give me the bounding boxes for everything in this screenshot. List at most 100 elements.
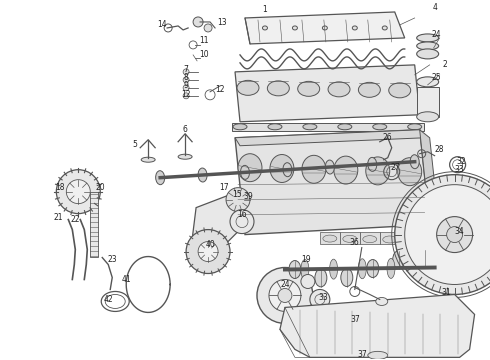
Ellipse shape: [237, 80, 259, 95]
Ellipse shape: [382, 26, 387, 30]
Text: 4: 4: [432, 4, 437, 13]
Text: 40: 40: [205, 240, 215, 249]
Text: 39: 39: [243, 192, 253, 201]
Ellipse shape: [416, 258, 424, 278]
Ellipse shape: [334, 156, 358, 184]
Polygon shape: [280, 294, 475, 357]
Text: 27: 27: [391, 163, 400, 172]
Ellipse shape: [198, 168, 207, 182]
Ellipse shape: [368, 157, 377, 171]
Ellipse shape: [368, 351, 388, 359]
Circle shape: [310, 289, 330, 310]
Ellipse shape: [263, 26, 268, 30]
Circle shape: [257, 267, 313, 323]
Text: 33: 33: [318, 293, 328, 302]
Text: 13: 13: [217, 18, 227, 27]
Ellipse shape: [322, 26, 327, 30]
Ellipse shape: [330, 259, 338, 279]
Circle shape: [395, 175, 490, 294]
Text: 21: 21: [53, 213, 63, 222]
Text: 33: 33: [455, 165, 465, 174]
Text: 6: 6: [183, 125, 188, 134]
Polygon shape: [235, 130, 430, 235]
Ellipse shape: [233, 124, 247, 130]
Ellipse shape: [408, 124, 422, 130]
Text: 24: 24: [280, 280, 290, 289]
Text: 11: 11: [199, 36, 209, 45]
Bar: [416, 87, 439, 117]
Text: 42: 42: [103, 295, 113, 304]
Circle shape: [193, 17, 203, 27]
Text: 5: 5: [133, 140, 138, 149]
Bar: [419, 233, 440, 245]
Ellipse shape: [301, 260, 309, 279]
Ellipse shape: [268, 124, 282, 130]
Ellipse shape: [416, 77, 439, 87]
Text: 15: 15: [232, 190, 242, 199]
Text: 14: 14: [157, 21, 167, 30]
Circle shape: [186, 230, 230, 274]
Text: 10: 10: [199, 50, 209, 59]
Bar: [320, 231, 340, 244]
Polygon shape: [419, 130, 440, 230]
Ellipse shape: [392, 251, 405, 269]
Circle shape: [183, 77, 189, 83]
Circle shape: [437, 217, 472, 253]
FancyBboxPatch shape: [90, 192, 98, 257]
Polygon shape: [235, 65, 419, 122]
Polygon shape: [192, 195, 245, 249]
Ellipse shape: [383, 236, 397, 243]
Text: 22: 22: [71, 215, 80, 224]
Ellipse shape: [328, 82, 350, 97]
Polygon shape: [235, 130, 425, 146]
Text: 25: 25: [432, 73, 441, 82]
Bar: [400, 233, 419, 245]
Text: 37: 37: [357, 350, 367, 359]
Ellipse shape: [416, 112, 439, 122]
Text: 7: 7: [184, 66, 189, 75]
Ellipse shape: [416, 42, 439, 50]
Ellipse shape: [358, 82, 380, 97]
Ellipse shape: [366, 157, 390, 185]
Ellipse shape: [238, 154, 262, 182]
Text: 8: 8: [184, 73, 189, 82]
Ellipse shape: [416, 34, 439, 42]
Ellipse shape: [338, 124, 352, 130]
Circle shape: [226, 188, 250, 212]
Polygon shape: [245, 12, 405, 44]
Circle shape: [183, 69, 189, 75]
Circle shape: [405, 185, 490, 284]
Ellipse shape: [341, 269, 353, 287]
Circle shape: [56, 170, 100, 213]
Ellipse shape: [418, 251, 431, 269]
Text: 1: 1: [263, 5, 268, 14]
Text: 26: 26: [383, 133, 392, 142]
FancyBboxPatch shape: [232, 123, 424, 131]
Ellipse shape: [323, 235, 337, 242]
Ellipse shape: [268, 81, 289, 96]
Bar: [380, 233, 400, 244]
Ellipse shape: [303, 124, 317, 130]
Ellipse shape: [156, 171, 165, 185]
Text: 31: 31: [442, 288, 451, 297]
Circle shape: [230, 210, 254, 234]
Ellipse shape: [363, 236, 377, 243]
Ellipse shape: [289, 261, 301, 279]
Text: 36: 36: [349, 238, 359, 247]
Ellipse shape: [376, 297, 388, 305]
Circle shape: [183, 93, 189, 99]
Ellipse shape: [387, 258, 395, 278]
Ellipse shape: [423, 237, 437, 244]
Circle shape: [198, 242, 218, 261]
Circle shape: [66, 180, 90, 204]
Text: 20: 20: [96, 183, 105, 192]
Text: 16: 16: [237, 210, 247, 219]
Ellipse shape: [410, 155, 419, 169]
Ellipse shape: [325, 160, 334, 174]
Ellipse shape: [298, 81, 319, 96]
Text: 24: 24: [432, 31, 441, 40]
Text: 19: 19: [301, 255, 311, 264]
Ellipse shape: [352, 26, 357, 30]
Circle shape: [447, 226, 463, 243]
Ellipse shape: [315, 269, 327, 287]
